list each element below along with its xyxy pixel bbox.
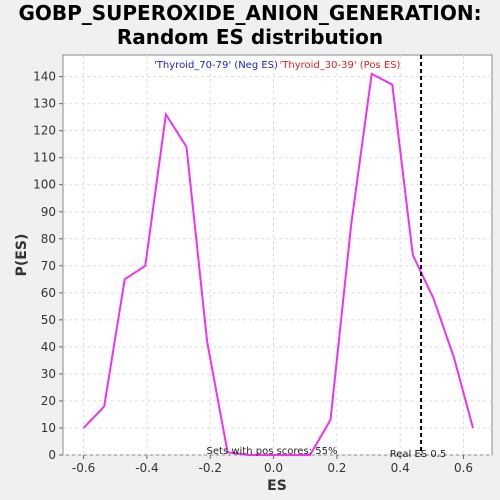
y-axis-title: P(ES) — [14, 234, 30, 277]
y-tick-label: 100 — [33, 178, 56, 192]
y-tick-label: 80 — [41, 232, 56, 246]
y-tick-label: 140 — [33, 70, 56, 84]
chart-title-line2: Random ES distribution — [117, 25, 383, 49]
x-tick-label: 0.6 — [454, 461, 473, 475]
x-tick-label: 0.2 — [327, 461, 346, 475]
legend-pos: 'Thyroid_30-39' (Pos ES) — [280, 60, 401, 71]
y-tick-label: 120 — [33, 124, 56, 138]
x-axis-title: ES — [267, 478, 287, 494]
chart-title-line1: GOBP_SUPEROXIDE_ANION_GENERATION: — [18, 1, 481, 25]
pos-scores-annotation: Sets with pos scores: 55% — [207, 446, 338, 457]
y-tick-label: 50 — [41, 313, 56, 327]
x-axis: -0.6 -0.4 -0.2 0.0 0.2 0.4 0.6 — [72, 455, 473, 475]
x-tick-label: -0.6 — [72, 461, 95, 475]
y-tick-label: 130 — [33, 97, 56, 111]
y-tick-label: 70 — [41, 259, 56, 273]
real-es-annotation: Real ES 0.5 — [390, 449, 446, 460]
plot-area — [62, 54, 493, 456]
x-tick-label: 0.0 — [264, 461, 283, 475]
legend-neg: 'Thyroid_70-79' (Neg ES) — [154, 60, 278, 71]
x-tick-label: -0.4 — [135, 461, 158, 475]
y-tick-label: 60 — [41, 286, 56, 300]
x-tick-label: -0.2 — [199, 461, 222, 475]
y-tick-label: 30 — [41, 367, 56, 381]
x-tick-label: 0.4 — [391, 461, 410, 475]
y-axis: 0 10 20 30 40 50 60 70 80 90 100 110 120 130 140 — [33, 70, 63, 462]
y-tick-label: 90 — [41, 205, 56, 219]
y-tick-label: 40 — [41, 340, 56, 354]
y-tick-label: 10 — [41, 421, 56, 435]
y-tick-label: 110 — [33, 151, 56, 165]
es-distribution-line — [82, 72, 474, 456]
y-tick-label: 20 — [41, 394, 56, 408]
y-tick-label: 0 — [48, 448, 56, 462]
